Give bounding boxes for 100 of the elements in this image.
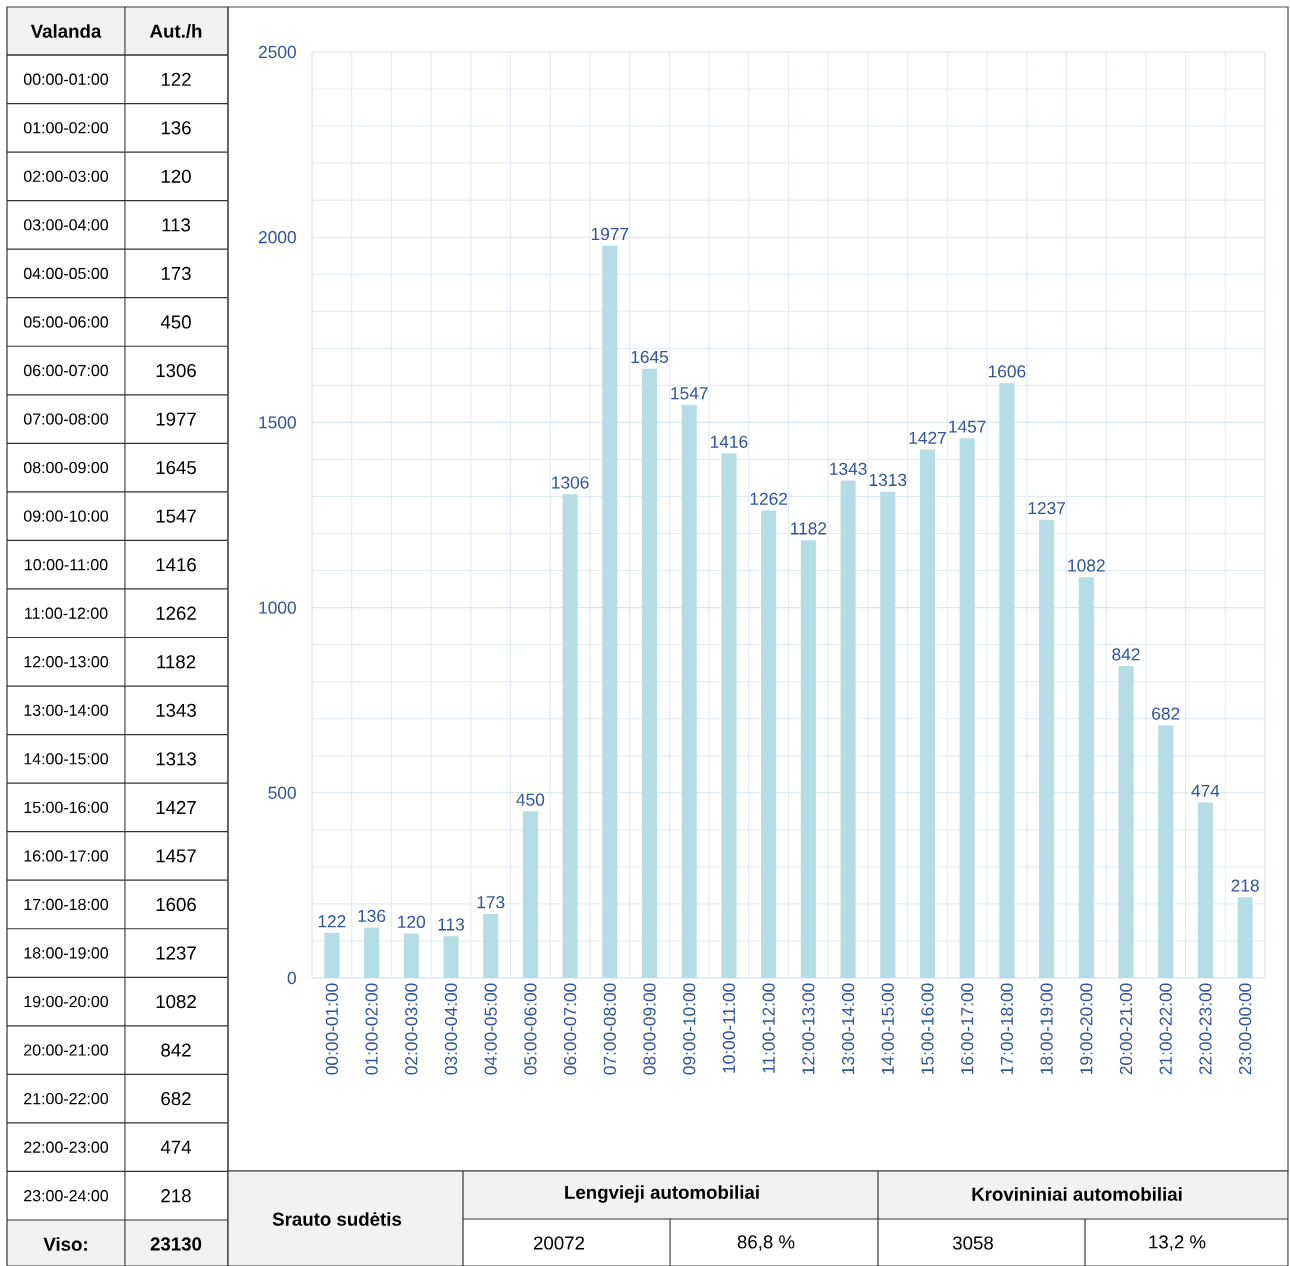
- bar: [959, 438, 975, 978]
- x-tick-label: 10:00-11:00: [722, 983, 736, 1073]
- text: Aut./h: [150, 24, 202, 38]
- text: 20:00-21:00: [24, 1044, 109, 1056]
- text: 1606: [156, 897, 196, 912]
- text: 218: [161, 1189, 191, 1203]
- x-tick-label: 21:00-22:00: [1159, 983, 1172, 1075]
- data-label: 1457: [949, 420, 986, 433]
- x-tick-label: 13:00-14:00: [841, 983, 855, 1074]
- text: 07:00-08:00: [23, 413, 109, 425]
- text: 04:00-05:00: [23, 267, 109, 280]
- data-label: 1082: [1068, 559, 1105, 572]
- text: 21:00-22:00: [24, 1092, 109, 1105]
- text: 13:00-14:00: [24, 704, 109, 716]
- text: 1182: [157, 655, 196, 669]
- text: 23130: [150, 1237, 202, 1251]
- text: 86,8 %: [737, 1235, 795, 1251]
- text: 1416: [156, 558, 196, 572]
- text: 02:00-03:00: [23, 170, 109, 182]
- text: Krovininiai automobiliai: [972, 1187, 1182, 1201]
- x-tick-label: 08:00-09:00: [643, 983, 656, 1075]
- bar: [602, 245, 618, 978]
- x-tick-label: 18:00-19:00: [1040, 983, 1053, 1074]
- text: 16:00-17:00: [24, 850, 109, 862]
- text: 1262: [156, 606, 196, 620]
- text: 08:00-09:00: [23, 461, 109, 474]
- text: 3058: [952, 1236, 993, 1250]
- text: 1547: [156, 509, 196, 523]
- data-label: 173: [477, 896, 505, 909]
- text: 20072: [533, 1236, 585, 1250]
- bar: [840, 480, 856, 978]
- text: 450: [160, 315, 191, 329]
- x-tick-label: 01:00-02:00: [365, 983, 378, 1075]
- bar: [562, 494, 578, 978]
- text: 1237: [156, 946, 196, 960]
- bar: [681, 404, 697, 978]
- data-label: 120: [398, 915, 426, 928]
- text: Srauto sudėtis: [272, 1212, 402, 1226]
- text: 19:00-20:00: [24, 995, 109, 1008]
- y-tick-label: 1000: [259, 601, 296, 614]
- x-tick-label: 07:00-08:00: [603, 983, 616, 1075]
- bar: [522, 811, 538, 978]
- text: 1306: [156, 363, 196, 378]
- bar: [1197, 802, 1213, 978]
- y-tick-label: 0: [287, 971, 296, 985]
- bar: [1078, 577, 1094, 978]
- data-label: 1547: [671, 387, 708, 400]
- data-label: 474: [1191, 784, 1220, 797]
- text: 01:00-02:00: [23, 122, 109, 134]
- text: 00:00-01:00: [23, 73, 109, 85]
- x-tick-label: 23:00-00:00: [1239, 983, 1252, 1075]
- text: 1313: [156, 752, 196, 766]
- data-label: 842: [1112, 648, 1140, 661]
- text: 682: [161, 1092, 191, 1106]
- x-tick-label: 14:00-15:00: [881, 983, 894, 1074]
- text: 1427: [156, 800, 196, 814]
- text: 17:00-18:00: [24, 898, 109, 911]
- text: 113: [162, 218, 191, 232]
- x-tick-label: 20:00-21:00: [1119, 983, 1133, 1075]
- x-tick-label: 05:00-06:00: [524, 983, 537, 1075]
- x-tick-label: 02:00-03:00: [405, 983, 418, 1075]
- x-tick-label: 17:00-18:00: [1000, 983, 1014, 1074]
- data-label: 218: [1231, 879, 1259, 892]
- data-label: 136: [358, 909, 386, 923]
- data-label: 1182: [791, 522, 827, 535]
- text: 136: [161, 121, 191, 135]
- bar: [1158, 725, 1174, 978]
- text: 06:00-07:00: [23, 364, 109, 377]
- text: 120: [161, 169, 191, 183]
- bar: [1237, 897, 1253, 978]
- bar: [364, 927, 380, 978]
- bar: [761, 510, 777, 978]
- data-label: 1416: [710, 435, 748, 448]
- text: 122: [161, 72, 191, 86]
- text: Lengvieji automobiliai: [565, 1185, 759, 1203]
- text: 13,2 %: [1149, 1235, 1206, 1251]
- bar: [800, 540, 816, 978]
- text: 05:00-06:00: [23, 316, 109, 328]
- data-label: 113: [438, 918, 465, 931]
- bar: [483, 913, 499, 978]
- data-label: 1313: [869, 473, 907, 487]
- data-label: 1606: [988, 365, 1026, 378]
- bar: [1118, 666, 1134, 978]
- bar: [999, 383, 1015, 978]
- text: 14:00-15:00: [24, 753, 109, 765]
- x-tick-label: 19:00-20:00: [1080, 983, 1093, 1074]
- bar: [721, 453, 737, 978]
- bar: [324, 932, 340, 978]
- x-tick-label: 11:00-12:00: [762, 983, 775, 1073]
- x-tick-label: 06:00-07:00: [563, 983, 577, 1075]
- data-label: 1343: [830, 462, 867, 475]
- bar: [1039, 519, 1055, 978]
- x-tick-label: 00:00-01:00: [325, 983, 338, 1075]
- x-tick-label: 03:00-04:00: [444, 983, 458, 1075]
- text: 842: [161, 1043, 191, 1057]
- y-tick-label: 2000: [258, 231, 296, 244]
- x-tick-label: 16:00-17:00: [961, 983, 974, 1074]
- x-tick-label: 09:00-10:00: [683, 983, 696, 1075]
- data-label: 1977: [591, 227, 629, 241]
- bar: [880, 491, 896, 978]
